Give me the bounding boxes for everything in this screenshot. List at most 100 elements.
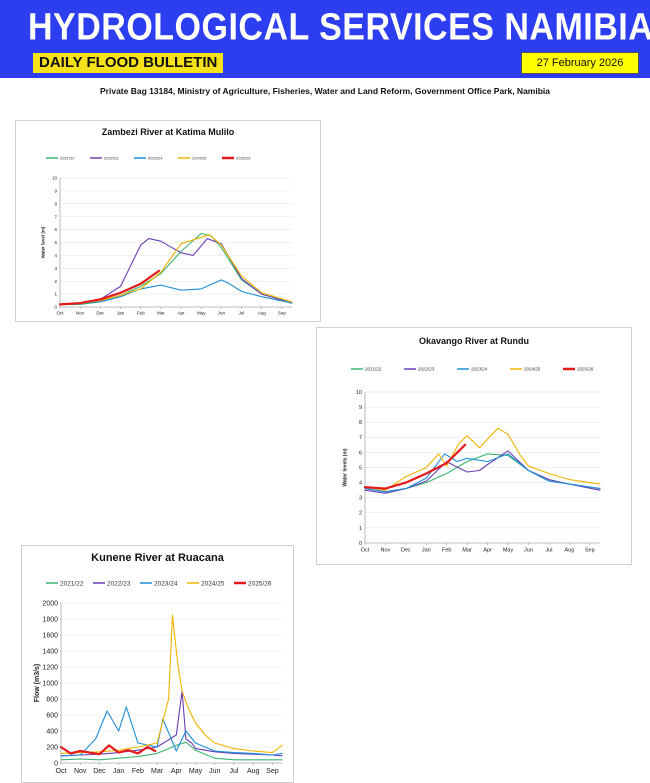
y-tick-label: 9 xyxy=(359,405,362,411)
x-tick-label: Jan xyxy=(113,768,124,775)
chart-svg: 0 1 2 3 4 5 6 7 8 9 10 Oct Nov Dec Jan Feb Mar Apr May Jun J… xyxy=(343,367,601,554)
x-tick-label: Mar xyxy=(462,548,472,554)
x-tick-label: Aug xyxy=(258,311,267,316)
y-tick-label: 200 xyxy=(46,744,58,751)
series-line xyxy=(364,427,601,491)
chart-svg: 0 1 2 3 4 5 6 7 8 9 10 Oct Nov Dec Jan Feb Mar Apr May Jun J… xyxy=(40,155,293,316)
x-tick-label: Oct xyxy=(361,548,370,554)
x-tick-label: Sep xyxy=(266,768,279,775)
x-tick-label: Mar xyxy=(151,768,164,775)
series-line xyxy=(59,238,293,305)
x-tick-label: Oct xyxy=(56,768,67,775)
kunene-chart: Kunene River at Ruacana 0 200 400 600 800 100… xyxy=(21,545,294,783)
header-banner: HYDROLOGICAL SERVICES NAMIBIA DAILY FLOO… xyxy=(0,0,650,78)
y-tick-label: 6 xyxy=(359,450,362,456)
chart-title: Okavango River at Rundu xyxy=(418,336,530,346)
x-tick-label: Jul xyxy=(239,311,245,316)
x-tick-label: Sep xyxy=(278,311,287,316)
x-tick-label: Jun xyxy=(218,311,226,316)
y-tick-label: 600 xyxy=(46,712,58,719)
x-tick-label: Jan xyxy=(422,548,431,554)
x-tick-label: Jan xyxy=(117,311,125,316)
legend-label: 2025/26 xyxy=(236,155,251,160)
y-tick-label: 1800 xyxy=(42,616,58,623)
legend-label: 2024/25 xyxy=(192,155,207,160)
x-tick-label: Feb xyxy=(442,548,451,554)
series-line xyxy=(60,706,283,757)
series-line xyxy=(59,744,157,756)
y-tick-label: 4 xyxy=(54,253,57,258)
y-tick-label: 2000 xyxy=(42,600,58,607)
x-tick-label: Apr xyxy=(483,548,492,554)
x-tick-label: Dec xyxy=(96,311,105,316)
y-tick-label: 2 xyxy=(54,279,57,284)
y-tick-label: 0 xyxy=(359,541,362,547)
y-tick-label: 0 xyxy=(54,760,58,767)
chart-title: Zambezi River at Katima Mulilo xyxy=(101,127,235,137)
x-tick-label: Feb xyxy=(137,311,145,316)
okavango-chart: Okavango River at Rundu 0 1 2 3 4 5 6 7 8 9 10 Oct N… xyxy=(316,327,632,565)
x-tick-label: May xyxy=(189,768,203,775)
y-tick-label: 7 xyxy=(54,214,57,219)
series-line xyxy=(60,614,283,754)
y-tick-label: 400 xyxy=(46,728,58,735)
x-tick-label: Feb xyxy=(132,768,144,775)
legend-label: 2022/23 xyxy=(104,155,119,160)
y-tick-label: 1200 xyxy=(42,664,58,671)
x-tick-label: Apr xyxy=(171,768,183,775)
series-line xyxy=(60,690,283,757)
y-tick-label: 6 xyxy=(54,227,57,232)
y-tick-label: 800 xyxy=(46,696,58,703)
chart-title: Kunene River at Ruacana xyxy=(91,552,224,564)
legend-label: 2024/25 xyxy=(524,367,541,372)
bulletin-date: 27 February 2026 xyxy=(521,52,639,74)
series-line xyxy=(60,741,283,761)
y-tick-label: 1 xyxy=(359,526,362,532)
x-tick-label: Aug xyxy=(247,768,260,775)
y-tick-label: 10 xyxy=(52,176,58,181)
legend-label: 2022/23 xyxy=(418,367,435,372)
y-tick-label: 3 xyxy=(54,266,57,271)
y-tick-label: 1000 xyxy=(42,680,58,687)
y-tick-label: 1600 xyxy=(42,632,58,639)
legend-label: 2021/22 xyxy=(60,155,75,160)
y-tick-label: 5 xyxy=(54,240,57,245)
x-tick-label: Sep xyxy=(585,548,595,554)
x-tick-label: May xyxy=(503,548,514,554)
y-tick-label: 5 xyxy=(359,465,362,471)
y-tick-label: 4 xyxy=(359,481,362,487)
y-axis-label: Water level (m) xyxy=(40,226,45,258)
x-tick-label: May xyxy=(197,311,206,316)
address-line: Private Bag 13184, Ministry of Agricultu… xyxy=(100,86,550,96)
series-line xyxy=(58,269,160,306)
legend-label: 2023/24 xyxy=(154,580,178,587)
bulletin-subtitle: DAILY FLOOD BULLETIN xyxy=(33,53,224,73)
series-line xyxy=(364,453,601,493)
y-tick-label: 1 xyxy=(54,292,57,297)
y-tick-label: 2 xyxy=(359,511,362,517)
zambezi-chart: Zambezi River at Katima Mulilo 0 1 2 3 4 5 6 7 8… xyxy=(15,120,321,322)
x-tick-label: Nov xyxy=(381,548,391,554)
legend-label: 2025/26 xyxy=(577,367,594,372)
y-tick-label: 8 xyxy=(54,201,57,206)
legend-label: 2025/26 xyxy=(248,580,272,587)
legend-label: 2024/25 xyxy=(201,580,225,587)
legend-label: 2021/22 xyxy=(60,580,84,587)
y-tick-label: 1400 xyxy=(42,648,58,655)
legend-label: 2021/22 xyxy=(365,367,382,372)
x-tick-label: Dec xyxy=(93,768,106,775)
bulletin-org-title: HYDROLOGICAL SERVICES NAMIBIA xyxy=(28,6,650,49)
x-tick-label: Jun xyxy=(524,548,533,554)
y-axis-label: Water levels (m) xyxy=(343,448,349,486)
legend-label: 2022/23 xyxy=(107,580,131,587)
x-tick-label: Jul xyxy=(229,768,238,775)
y-tick-label: 3 xyxy=(359,496,362,502)
y-axis-label: Flow (m3/s) xyxy=(34,664,41,703)
x-tick-label: Aug xyxy=(564,548,574,554)
series-line xyxy=(364,453,601,493)
y-tick-label: 0 xyxy=(54,305,57,310)
series-line xyxy=(59,279,293,305)
y-tick-label: 8 xyxy=(359,420,362,426)
x-tick-label: Nov xyxy=(76,311,85,316)
y-tick-label: 10 xyxy=(356,390,362,396)
